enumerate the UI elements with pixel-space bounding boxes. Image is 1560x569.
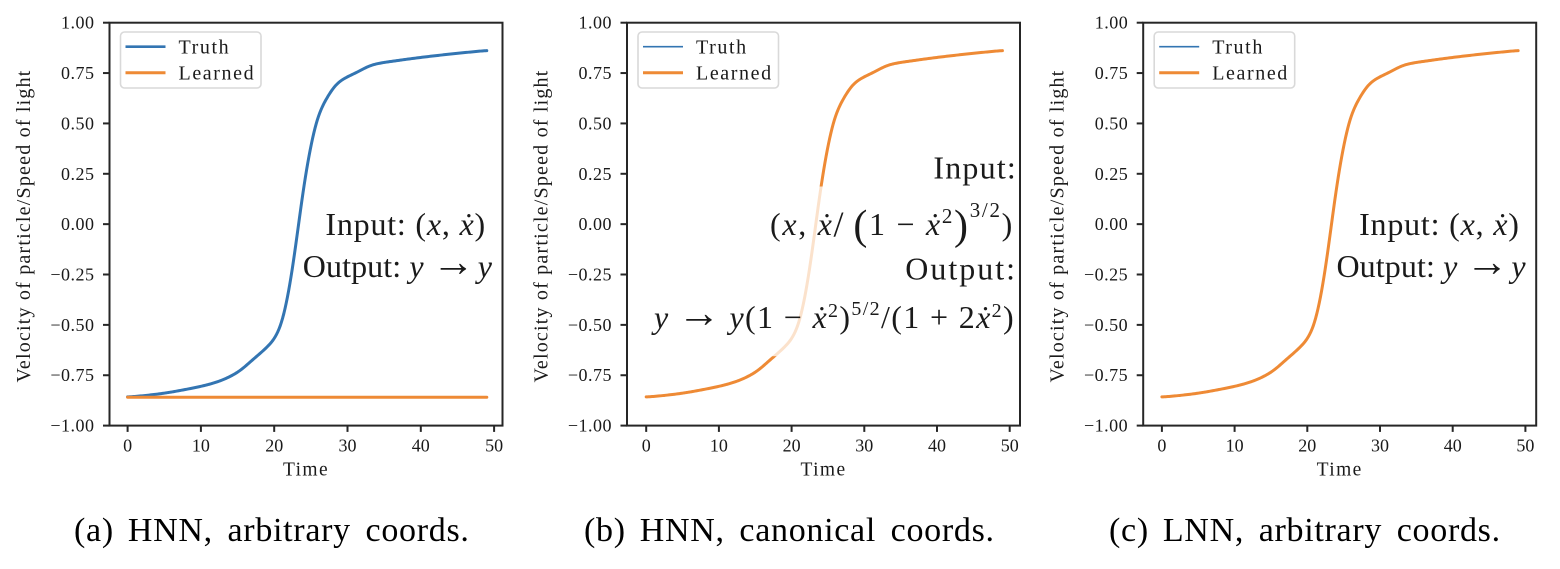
svg-text:−0.75: −0.75 bbox=[50, 365, 94, 385]
svg-text:Learned: Learned bbox=[696, 62, 773, 84]
svg-text:40: 40 bbox=[412, 436, 430, 456]
svg-text:Time: Time bbox=[1317, 460, 1363, 481]
svg-text:50: 50 bbox=[485, 436, 503, 456]
svg-text:0.75: 0.75 bbox=[61, 63, 95, 83]
svg-text:1.00: 1.00 bbox=[1095, 13, 1129, 33]
svg-text:(c)LNN, arbitrary coords.: (c) LNN, arbitrary coords. bbox=[1109, 512, 1501, 549]
svg-text:−1.00: −1.00 bbox=[1084, 416, 1128, 436]
svg-text:0.00: 0.00 bbox=[579, 214, 613, 234]
svg-text:−0.50: −0.50 bbox=[568, 315, 612, 335]
svg-text:Velocity of particle/Speed of: Velocity of particle/Speed of light bbox=[1047, 69, 1069, 382]
svg-text:−0.25: −0.25 bbox=[50, 265, 94, 285]
svg-text:0.50: 0.50 bbox=[1095, 113, 1129, 133]
svg-text:0: 0 bbox=[1157, 436, 1166, 456]
svg-text:Time: Time bbox=[283, 460, 329, 481]
svg-text:50: 50 bbox=[1001, 436, 1019, 456]
svg-text:Truth: Truth bbox=[179, 36, 231, 58]
svg-text:−0.25: −0.25 bbox=[1084, 265, 1128, 285]
svg-text:Learned: Learned bbox=[1212, 62, 1289, 84]
svg-text:Output:: Output: bbox=[905, 251, 1017, 287]
svg-text:0.75: 0.75 bbox=[579, 63, 613, 83]
svg-text:0.25: 0.25 bbox=[61, 164, 95, 184]
svg-text:Input: (x, ẋ): Input: (x, ẋ) bbox=[1359, 206, 1520, 242]
svg-text:1.00: 1.00 bbox=[579, 13, 613, 33]
svg-text:10: 10 bbox=[192, 436, 210, 456]
svg-text:−0.75: −0.75 bbox=[1084, 365, 1128, 385]
svg-text:Velocity of particle/Speed of: Velocity of particle/Speed of light bbox=[13, 69, 35, 382]
svg-text:−0.50: −0.50 bbox=[1084, 315, 1128, 335]
svg-text:Velocity of particle/Speed of: Velocity of particle/Speed of light bbox=[531, 69, 553, 382]
svg-text:(a)HNN, arbitrary coords.: (a) HNN, arbitrary coords. bbox=[74, 512, 470, 549]
svg-text:20: 20 bbox=[1298, 436, 1316, 456]
svg-text:0.50: 0.50 bbox=[61, 113, 95, 133]
svg-text:Time: Time bbox=[800, 460, 846, 481]
svg-text:Truth: Truth bbox=[1212, 36, 1264, 58]
svg-text:Input:: Input: bbox=[933, 149, 1017, 185]
svg-text:0.00: 0.00 bbox=[61, 214, 95, 234]
svg-text:0: 0 bbox=[123, 436, 132, 456]
svg-text:Input: (x, ẋ): Input: (x, ẋ) bbox=[325, 206, 486, 242]
svg-text:−0.75: −0.75 bbox=[568, 365, 612, 385]
svg-text:0.00: 0.00 bbox=[1095, 214, 1129, 234]
svg-text:0: 0 bbox=[642, 436, 651, 456]
svg-text:20: 20 bbox=[265, 436, 283, 456]
svg-text:30: 30 bbox=[339, 436, 357, 456]
svg-text:1.00: 1.00 bbox=[61, 13, 95, 33]
svg-text:−0.25: −0.25 bbox=[568, 265, 612, 285]
svg-text:40: 40 bbox=[928, 436, 946, 456]
svg-text:30: 30 bbox=[1371, 436, 1389, 456]
svg-text:0.25: 0.25 bbox=[1095, 164, 1129, 184]
svg-text:40: 40 bbox=[1444, 436, 1462, 456]
svg-text:Truth: Truth bbox=[696, 36, 748, 58]
svg-text:20: 20 bbox=[783, 436, 801, 456]
svg-text:10: 10 bbox=[1226, 436, 1244, 456]
svg-text:Learned: Learned bbox=[179, 62, 256, 84]
svg-text:30: 30 bbox=[855, 436, 873, 456]
svg-text:10: 10 bbox=[710, 436, 728, 456]
svg-text:−0.50: −0.50 bbox=[50, 315, 94, 335]
svg-text:0.50: 0.50 bbox=[579, 113, 613, 133]
svg-text:−1.00: −1.00 bbox=[50, 416, 94, 436]
svg-text:0.75: 0.75 bbox=[1095, 63, 1129, 83]
svg-text:50: 50 bbox=[1516, 436, 1534, 456]
svg-text:0.25: 0.25 bbox=[579, 164, 613, 184]
svg-text:(b)HNN, canonical coords.: (b) HNN, canonical coords. bbox=[584, 512, 995, 549]
svg-text:−1.00: −1.00 bbox=[568, 416, 612, 436]
